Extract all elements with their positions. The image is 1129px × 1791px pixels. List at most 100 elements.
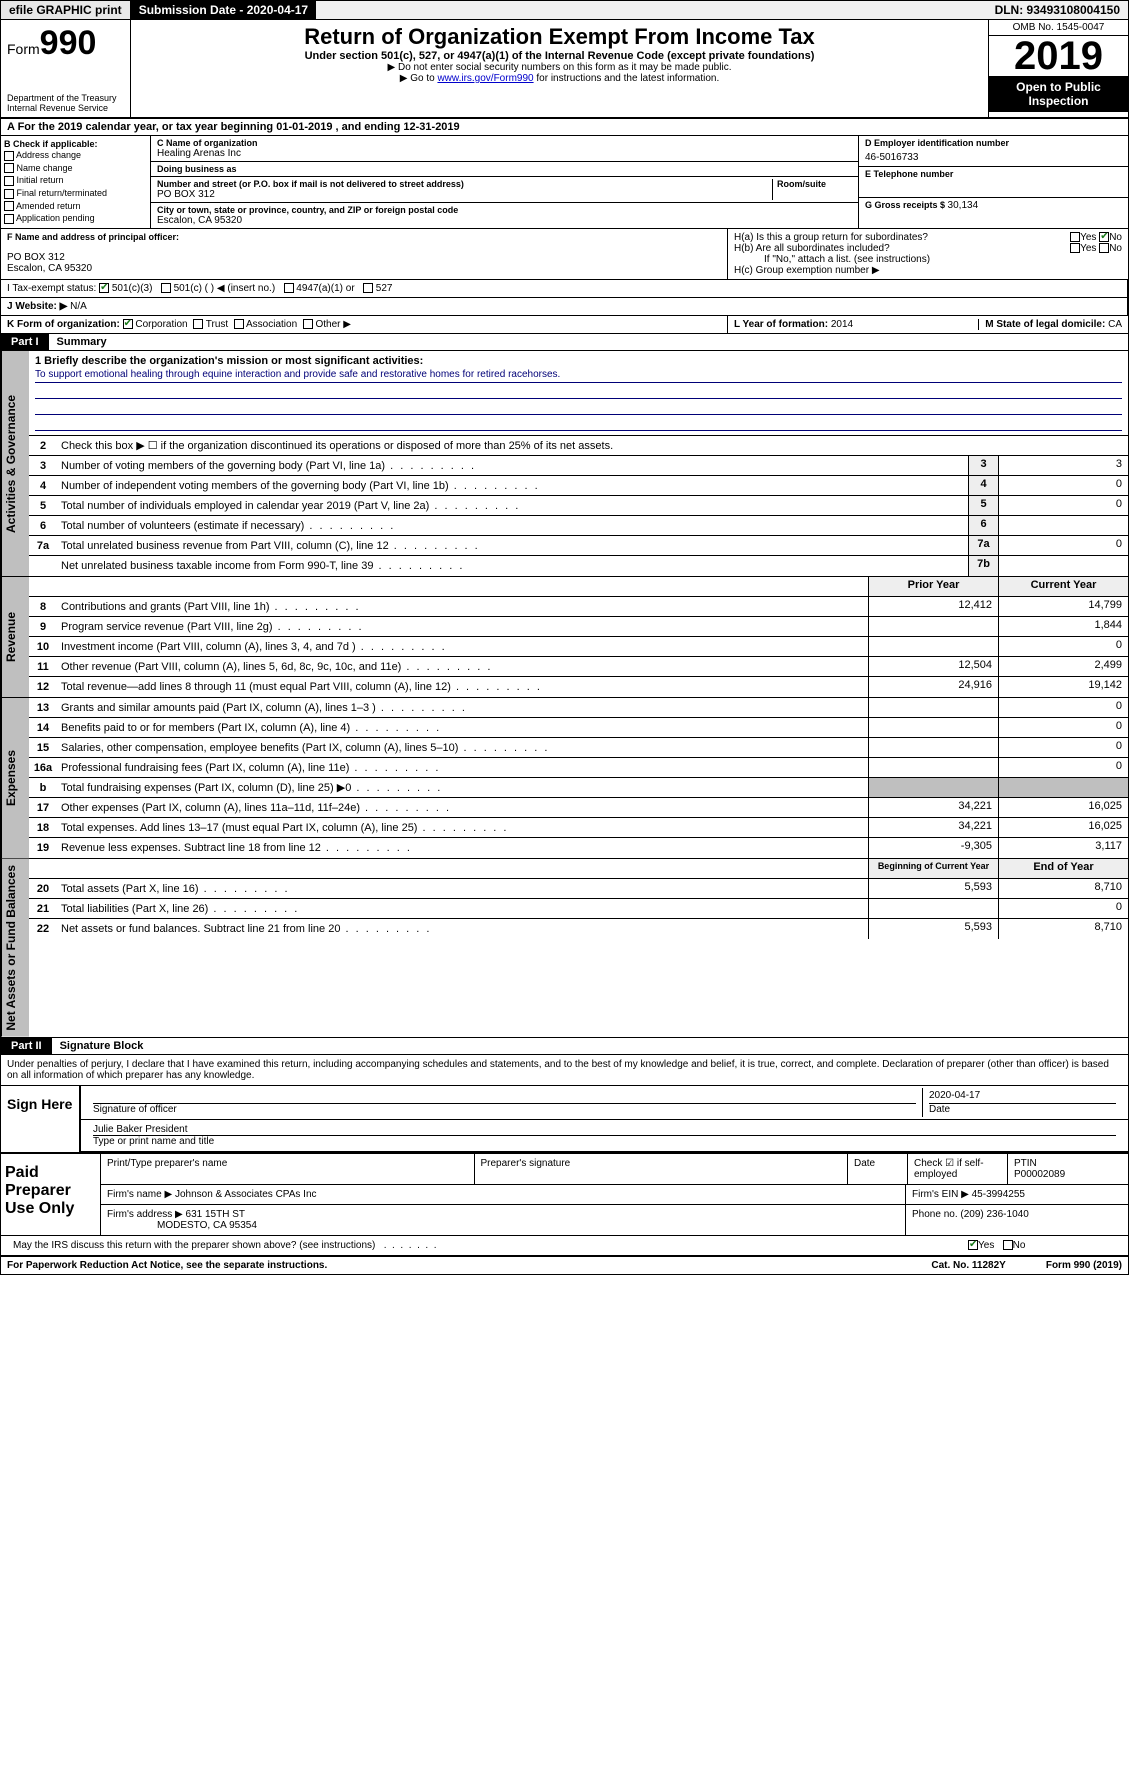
- period-begin: 01-01-2019: [276, 121, 332, 133]
- opt-4947: 4947(a)(1) or: [296, 283, 354, 294]
- tax-status-row: I Tax-exempt status: 501(c)(3) 501(c) ( …: [0, 280, 1129, 298]
- table-row: 17Other expenses (Part IX, column (A), l…: [29, 798, 1128, 818]
- ha-yes[interactable]: Yes: [1080, 232, 1096, 243]
- cb-initial-return[interactable]: Initial return: [4, 174, 147, 187]
- table-row: 7aTotal unrelated business revenue from …: [29, 536, 1128, 556]
- addr-value: PO BOX 312: [157, 189, 772, 200]
- table-row: 5Total number of individuals employed in…: [29, 496, 1128, 516]
- org-name-label: C Name of organization: [157, 138, 852, 148]
- opt-other: Other ▶: [315, 319, 350, 330]
- hb-note: If "No," attach a list. (see instruction…: [734, 254, 1122, 265]
- prep-phone-label: Phone no.: [912, 1209, 960, 1220]
- public-inspection: Open to Public Inspection: [989, 76, 1128, 112]
- discuss-yes: Yes: [978, 1240, 994, 1251]
- form-number: 990: [40, 24, 97, 62]
- table-row: 14Benefits paid to or for members (Part …: [29, 718, 1128, 738]
- submission-date: Submission Date - 2020-04-17: [131, 1, 316, 19]
- cb-address-change[interactable]: Address change: [4, 149, 147, 162]
- cb-name-change[interactable]: Name change: [4, 162, 147, 175]
- ptin-label: PTIN: [1014, 1158, 1122, 1169]
- check-if-applicable: B Check if applicable: Address change Na…: [1, 136, 151, 228]
- preparer-label: Paid Preparer Use Only: [1, 1154, 101, 1235]
- firm-addr1: 631 15TH ST: [186, 1209, 245, 1220]
- dln: DLN: 93493108004150: [987, 1, 1128, 19]
- city-value: Escalon, CA 95320: [157, 215, 852, 226]
- irs-link[interactable]: www.irs.gov/Form990: [437, 73, 533, 84]
- footer-form: Form 990 (2019): [1046, 1260, 1122, 1271]
- part2-tab: Part II: [1, 1038, 52, 1054]
- state-value: CA: [1108, 319, 1122, 330]
- hb-yes[interactable]: Yes: [1080, 243, 1096, 254]
- ha-label: H(a) Is this a group return for subordin…: [734, 232, 928, 243]
- type-name-label: Type or print name and title: [93, 1136, 214, 1147]
- hdr-begin-year: Beginning of Current Year: [868, 859, 998, 878]
- cb-trust[interactable]: [193, 319, 203, 329]
- firm-name-label: Firm's name ▶: [107, 1189, 172, 1200]
- opt-assoc: Association: [246, 319, 297, 330]
- side-net-assets: Net Assets or Fund Balances: [1, 859, 29, 1037]
- table-row: 18Total expenses. Add lines 13–17 (must …: [29, 818, 1128, 838]
- part1-header: Part I Summary: [0, 334, 1129, 351]
- cb-501c[interactable]: [161, 283, 171, 293]
- tax-status-label: I Tax-exempt status:: [7, 283, 96, 294]
- perjury-text: Under penalties of perjury, I declare th…: [1, 1055, 1128, 1085]
- cb-corp[interactable]: [123, 319, 133, 329]
- cb-assoc[interactable]: [234, 319, 244, 329]
- cb-application-pending[interactable]: Application pending: [4, 212, 147, 225]
- table-row: 6Total number of volunteers (estimate if…: [29, 516, 1128, 536]
- efile-button[interactable]: efile GRAPHIC print: [1, 1, 131, 19]
- opt-trust: Trust: [206, 319, 228, 330]
- cb-amended-return[interactable]: Amended return: [4, 200, 147, 213]
- entity-block: B Check if applicable: Address change Na…: [0, 136, 1129, 229]
- officer-addr1: PO BOX 312: [7, 252, 721, 263]
- discuss-yes-cb[interactable]: [968, 1240, 978, 1250]
- ein-label: D Employer identification number: [865, 138, 1122, 148]
- hb-no[interactable]: No: [1109, 243, 1122, 254]
- org-form-row: K Form of organization: Corporation Trus…: [0, 316, 1129, 334]
- opt-527: 527: [376, 283, 393, 294]
- table-row: 19Revenue less expenses. Subtract line 1…: [29, 838, 1128, 858]
- table-row: 9Program service revenue (Part VIII, lin…: [29, 617, 1128, 637]
- cb-527[interactable]: [363, 283, 373, 293]
- prep-self-employed[interactable]: Check ☑ if self-employed: [908, 1154, 1008, 1184]
- receipts-value: 30,134: [948, 200, 979, 211]
- table-row: 11Other revenue (Part VIII, column (A), …: [29, 657, 1128, 677]
- form-subtitle: Under section 501(c), 527, or 4947(a)(1)…: [137, 50, 982, 62]
- ha-no[interactable]: No: [1109, 232, 1122, 243]
- org-name: Healing Arenas Inc: [157, 148, 852, 159]
- discuss-no-cb[interactable]: [1003, 1240, 1013, 1250]
- top-bar: efile GRAPHIC print Submission Date - 20…: [0, 0, 1129, 20]
- website-row: J Website: ▶ N/A: [0, 298, 1129, 316]
- note-goto-post: for instructions and the latest informat…: [534, 73, 720, 84]
- cb-501c3[interactable]: [99, 283, 109, 293]
- side-revenue: Revenue: [1, 577, 29, 697]
- org-form-label: K Form of organization:: [7, 319, 120, 330]
- website-label: J Website: ▶: [7, 301, 67, 312]
- table-row: 10Investment income (Part VIII, column (…: [29, 637, 1128, 657]
- opt-501c3: 501(c)(3): [112, 283, 153, 294]
- part2-title: Signature Block: [52, 1038, 152, 1054]
- sig-date: 2020-04-17: [929, 1090, 1116, 1104]
- sig-officer-label: Signature of officer: [93, 1104, 177, 1115]
- hc-label: H(c) Group exemption number ▶: [734, 265, 1122, 276]
- note-goto-pre: ▶ Go to: [400, 73, 438, 84]
- year-formation: 2014: [831, 319, 853, 330]
- sig-date-label: Date: [929, 1104, 950, 1115]
- note-ssn: ▶ Do not enter social security numbers o…: [137, 62, 982, 73]
- website-value: N/A: [70, 301, 87, 312]
- cb-4947[interactable]: [284, 283, 294, 293]
- footer-cat: Cat. No. 11282Y: [931, 1260, 1005, 1271]
- firm-ein-label: Firm's EIN ▶: [912, 1189, 969, 1200]
- period-mid: , and ending: [336, 121, 404, 133]
- side-activities-governance: Activities & Governance: [1, 351, 29, 576]
- hb-label: H(b) Are all subordinates included?: [734, 243, 890, 254]
- cb-other[interactable]: [303, 319, 313, 329]
- firm-addr2: MODESTO, CA 95354: [157, 1220, 257, 1231]
- table-row: 12Total revenue—add lines 8 through 11 (…: [29, 677, 1128, 697]
- addr-label: Number and street (or P.O. box if mail i…: [157, 179, 772, 189]
- phone-label: E Telephone number: [865, 169, 1122, 179]
- check-label: B Check if applicable:: [4, 139, 147, 149]
- cb-final-return[interactable]: Final return/terminated: [4, 187, 147, 200]
- period-end: 12-31-2019: [403, 121, 459, 133]
- officer-name-title: Julie Baker President: [93, 1124, 1116, 1136]
